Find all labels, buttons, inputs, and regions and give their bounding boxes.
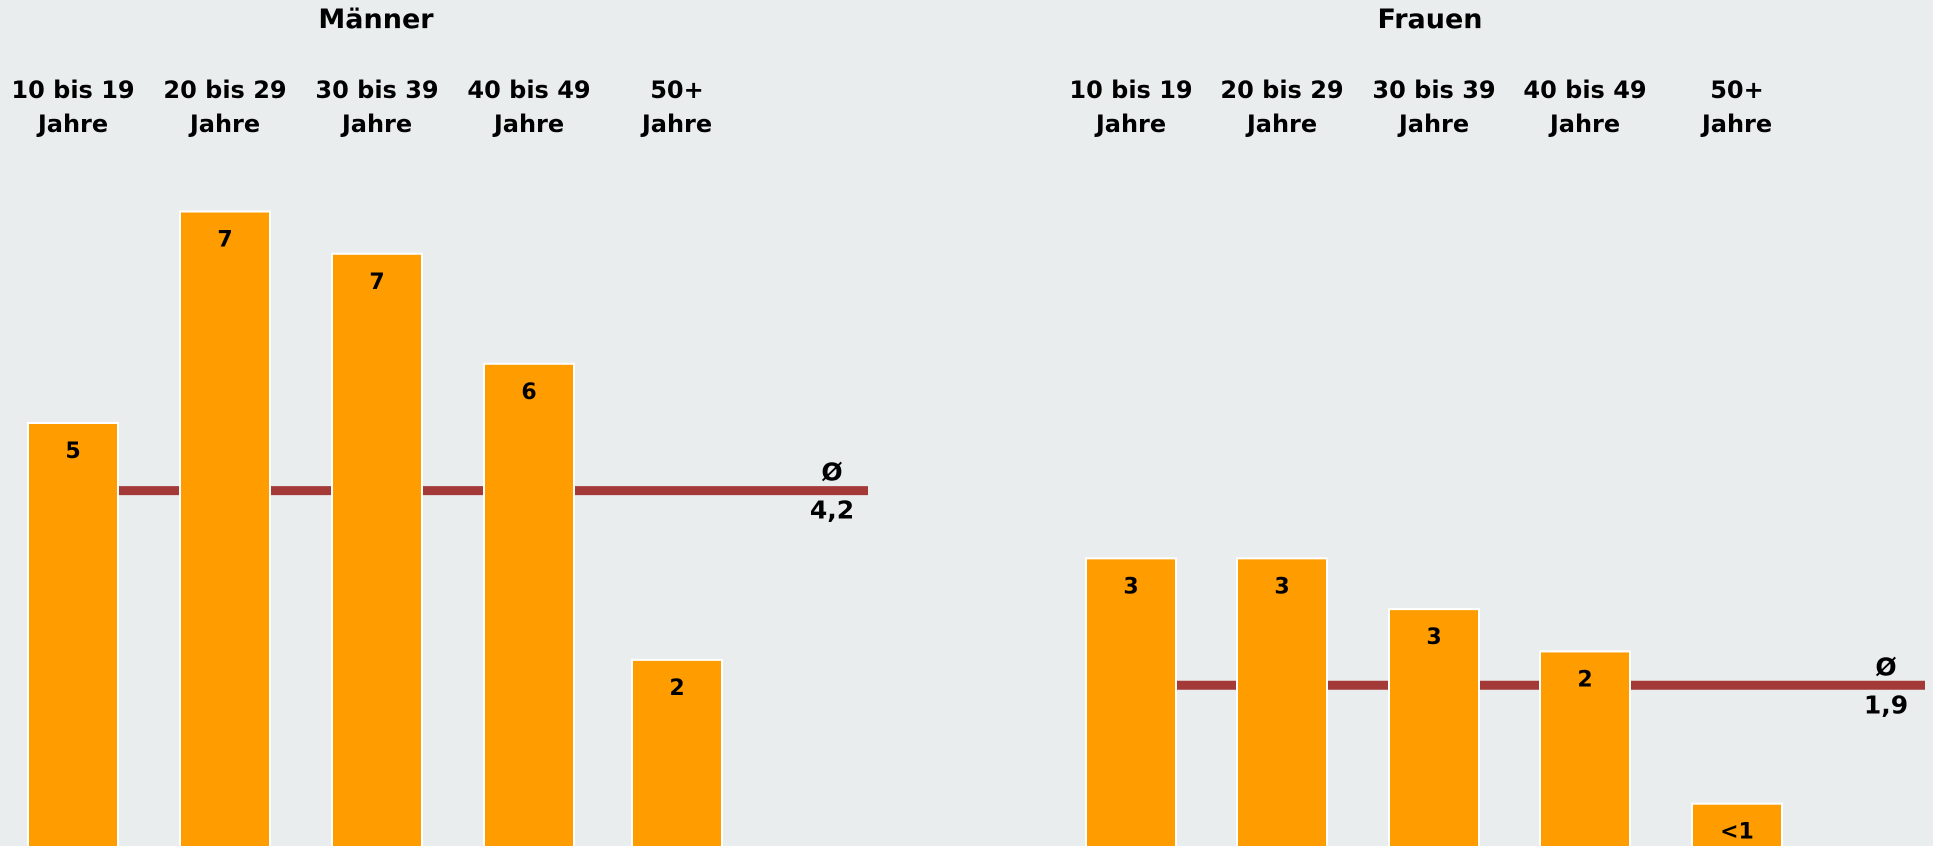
category-label-frauen-0-0: 10 bis 19 (1069, 76, 1192, 104)
bar-maenner-0 (27, 422, 119, 846)
category-label-maenner-0-1: Jahre (36, 110, 108, 138)
category-label-maenner-1-0: 20 bis 29 (163, 76, 286, 104)
average-symbol-frauen: Ø (1875, 652, 1896, 681)
category-label-maenner-3-0: 40 bis 49 (467, 76, 590, 104)
average-symbol-maenner: Ø (821, 458, 842, 487)
value-label-frauen-0: 3 (1123, 574, 1138, 599)
category-label-frauen-1-0: 20 bis 29 (1220, 76, 1343, 104)
category-label-frauen-2-0: 30 bis 39 (1372, 76, 1495, 104)
bar-maenner-3 (483, 362, 575, 846)
category-label-maenner-1-1: Jahre (188, 110, 260, 138)
bar-maenner-4 (631, 658, 723, 846)
bar-frauen-3 (1539, 650, 1631, 846)
value-label-frauen-1: 3 (1274, 574, 1289, 599)
category-label-frauen-4-0: 50+ (1710, 76, 1764, 104)
value-label-frauen-4: <1 (1720, 820, 1754, 845)
average-value-frauen: 1,9 (1864, 690, 1908, 719)
category-label-frauen-2-1: Jahre (1397, 110, 1469, 138)
category-label-maenner-4-1: Jahre (640, 110, 712, 138)
value-label-maenner-0: 5 (65, 439, 80, 464)
bar-maenner-2 (331, 252, 423, 846)
bar-frauen-0 (1085, 557, 1177, 846)
category-label-maenner-2-0: 30 bis 39 (315, 76, 438, 104)
category-label-frauen-3-1: Jahre (1548, 110, 1620, 138)
category-label-maenner-3-1: Jahre (492, 110, 564, 138)
category-label-frauen-1-1: Jahre (1245, 110, 1317, 138)
value-label-maenner-1: 7 (217, 228, 232, 253)
value-label-maenner-3: 6 (521, 380, 536, 405)
category-label-maenner-0-0: 10 bis 19 (11, 76, 134, 104)
bar-maenner-1 (179, 210, 271, 846)
category-label-frauen-3-0: 40 bis 49 (1523, 76, 1646, 104)
value-label-frauen-3: 2 (1577, 667, 1592, 692)
category-label-frauen-0-1: Jahre (1094, 110, 1166, 138)
value-label-maenner-2: 7 (369, 270, 384, 295)
category-label-maenner-4-0: 50+ (650, 76, 704, 104)
value-label-frauen-2: 3 (1426, 625, 1441, 650)
bar-frauen-4 (1691, 802, 1783, 846)
value-label-maenner-4: 2 (669, 676, 684, 701)
chart-title-maenner: Männer (318, 4, 434, 35)
bar-frauen-1 (1236, 557, 1328, 846)
category-label-frauen-4-1: Jahre (1700, 110, 1772, 138)
bar-frauen-2 (1388, 608, 1480, 846)
chart-title-frauen: Frauen (1377, 4, 1482, 35)
average-value-maenner: 4,2 (810, 496, 854, 525)
category-label-maenner-2-1: Jahre (340, 110, 412, 138)
